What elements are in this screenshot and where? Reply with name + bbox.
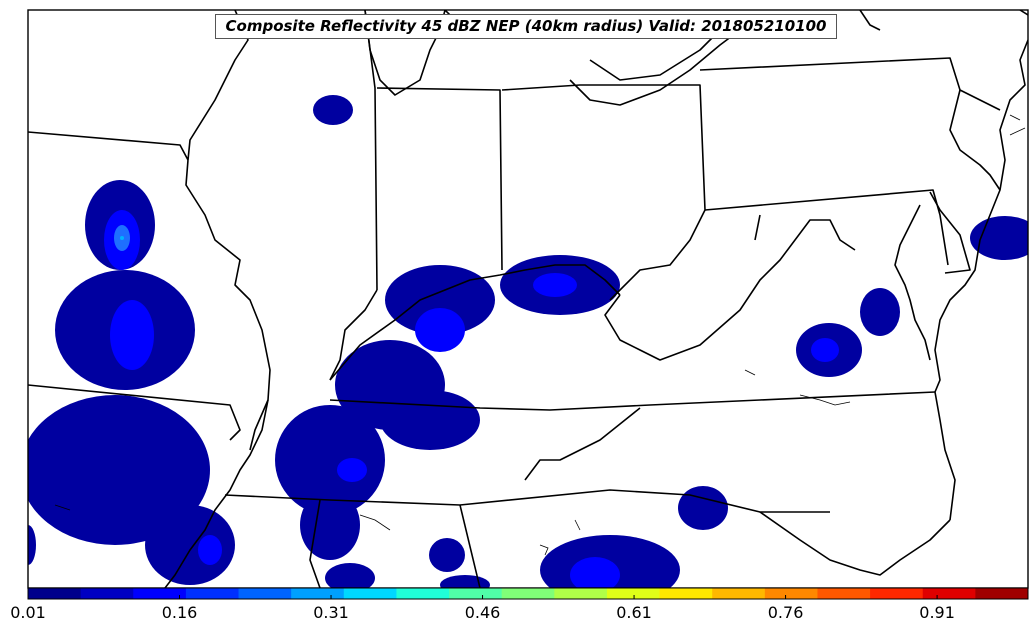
colorbar-segment — [291, 588, 345, 599]
colorbar-segment — [343, 588, 397, 599]
colorbar-tick-label: 0.31 — [313, 603, 349, 622]
colorbar-segment — [449, 588, 503, 599]
colorbar-segment — [185, 588, 240, 599]
probability-area-low — [28, 95, 1028, 588]
colorbar-segment — [133, 588, 187, 599]
colorbar-segment — [975, 588, 1029, 599]
colorbar-segment — [606, 588, 661, 599]
colorbar-segment — [922, 588, 976, 599]
colorbar-segment — [817, 588, 871, 599]
colorbar-tick-label: 0.76 — [767, 603, 804, 622]
colorbar-tick-label: 0.91 — [919, 603, 955, 622]
colorbar-segment — [659, 588, 713, 599]
colorbar-segment — [764, 588, 818, 599]
colorbar-segment — [396, 588, 450, 599]
map-title: Composite Reflectivity 45 dBZ NEP (40km … — [215, 14, 837, 39]
colorbar-segment — [238, 588, 292, 599]
colorbar-tick-label: 0.46 — [464, 603, 501, 622]
water-details — [54, 114, 1026, 556]
colorbar-segment — [870, 588, 924, 599]
colorbar-segment — [28, 588, 82, 599]
colorbar-segment — [501, 588, 555, 599]
colorbar-segment — [554, 588, 608, 599]
colorbar-tick-label: 0.16 — [161, 603, 198, 622]
colorbar-segment — [80, 588, 134, 599]
colorbar — [27, 587, 1029, 600]
colorbar-segment — [712, 588, 766, 599]
colorbar-tick-label: 0.61 — [616, 603, 652, 622]
colorbar-tick-label: 0.01 — [10, 603, 46, 622]
probability-area-peak — [120, 236, 124, 240]
colorbar-frame — [27, 587, 1029, 600]
